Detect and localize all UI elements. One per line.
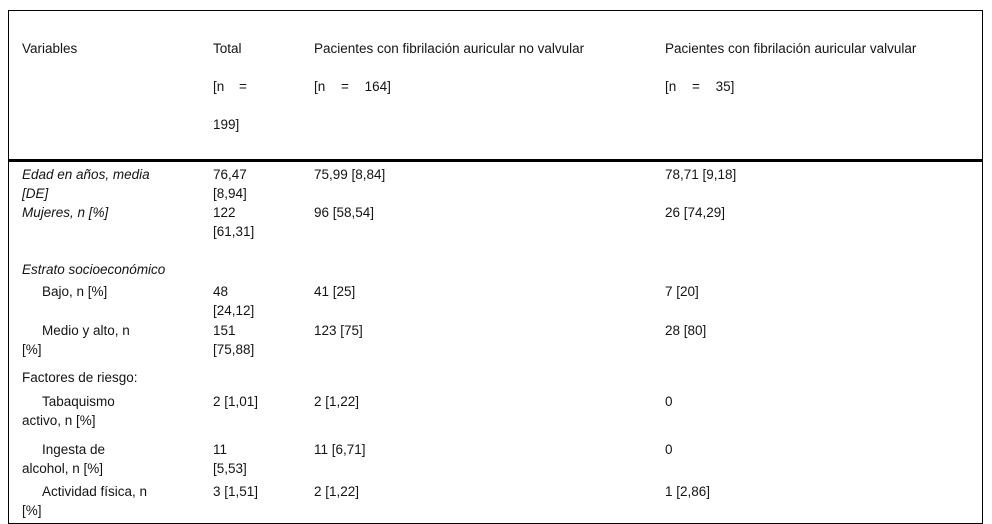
cell-total bbox=[213, 368, 314, 387]
table-row-estrato-header: Estrato socioeconómico bbox=[9, 260, 982, 279]
header-total-n-value: 199] bbox=[213, 117, 240, 132]
cell-valvular bbox=[665, 368, 982, 387]
header-valvular-n: [n = 35] bbox=[665, 79, 735, 94]
cell-no-valvular: 96 [58,54] bbox=[314, 205, 375, 220]
header-total-label: Total bbox=[213, 41, 242, 56]
cell-total: 3 [1,51] bbox=[213, 484, 259, 499]
table-row-bajo: Bajo, n [%] 48 [24,12] 41 [25] 7 [20] bbox=[9, 282, 982, 320]
table-body: Edad en años, media [DE] 76,47 [8,94] 75… bbox=[9, 162, 982, 523]
table-row-tabaquismo: Tabaquismo activo, n [%] 2 [1,01] 2 [1,2… bbox=[9, 392, 982, 430]
cell-no-valvular bbox=[314, 260, 665, 279]
cell-valvular bbox=[665, 260, 982, 279]
cell-total: 151 [75,88] bbox=[213, 323, 255, 357]
cell-no-valvular: 2 [1,22] bbox=[314, 484, 360, 499]
header-total-n-line: [n = bbox=[213, 79, 247, 94]
header-cell-variables: Variables bbox=[9, 20, 213, 153]
header-valvular-label: Pacientes con fibrilación auricular valv… bbox=[665, 41, 917, 56]
cell-variable: Ingesta de alcohol, n [%] bbox=[22, 442, 106, 476]
cell-variable: Edad en años, media [DE] bbox=[22, 167, 150, 201]
table-row-mujeres: Mujeres, n [%] 122 [61,31] 96 [58,54] 26… bbox=[9, 203, 982, 241]
table-row-ingesta: Ingesta de alcohol, n [%] 11 [5,53] 11 [… bbox=[9, 440, 982, 478]
table-row-medio-alto: Medio y alto, n [%] 151 [75,88] 123 [75]… bbox=[9, 321, 982, 359]
cell-variable: Bajo, n [%] bbox=[42, 284, 108, 299]
header-no-valvular-n: [n = 164] bbox=[314, 79, 391, 94]
cell-total: 48 [24,12] bbox=[213, 284, 255, 318]
header-cell-valvular: Pacientes con fibrilación auricular valv… bbox=[665, 20, 982, 153]
cell-valvular: 1 [2,86] bbox=[665, 484, 711, 499]
table-row-factores-header: Factores de riesgo: bbox=[9, 368, 982, 387]
cell-total bbox=[213, 260, 314, 279]
cell-variable: Estrato socioeconómico bbox=[22, 262, 166, 277]
cell-valvular: 26 [74,29] bbox=[665, 205, 726, 220]
cell-total: 11 [5,53] bbox=[213, 442, 247, 476]
table-header-row: Variables Total [n = 199] Pacientes con … bbox=[9, 11, 982, 162]
table-row-actividad: Actividad física, n [%] 3 [1,51] 2 [1,22… bbox=[9, 482, 982, 520]
cell-total: 2 [1,01] bbox=[213, 394, 259, 409]
patient-characteristics-table: Variables Total [n = 199] Pacientes con … bbox=[8, 10, 983, 524]
header-cell-no-valvular: Pacientes con fibrilación auricular no v… bbox=[314, 20, 665, 153]
table-row-edad: Edad en años, media [DE] 76,47 [8,94] 75… bbox=[9, 165, 982, 203]
cell-no-valvular: 2 [1,22] bbox=[314, 394, 360, 409]
cell-valvular: 0 bbox=[665, 442, 673, 457]
header-no-valvular-label: Pacientes con fibrilación auricular no v… bbox=[314, 41, 585, 56]
header-cell-total: Total [n = 199] bbox=[213, 20, 314, 153]
cell-valvular: 28 [80] bbox=[665, 323, 707, 338]
cell-no-valvular: 41 [25] bbox=[314, 284, 356, 299]
cell-variable: Factores de riesgo: bbox=[22, 370, 138, 385]
cell-no-valvular bbox=[314, 368, 665, 387]
cell-total: 76,47 [8,94] bbox=[213, 167, 247, 201]
cell-variable: Actividad física, n [%] bbox=[22, 484, 148, 518]
header-variables-label: Variables bbox=[22, 41, 78, 56]
cell-variable: Mujeres, n [%] bbox=[22, 205, 109, 220]
cell-valvular: 0 bbox=[665, 394, 673, 409]
cell-variable: Tabaquismo activo, n [%] bbox=[22, 394, 115, 428]
cell-valvular: 7 [20] bbox=[665, 284, 699, 299]
cell-no-valvular: 11 [6,71] bbox=[314, 442, 366, 457]
cell-no-valvular: 123 [75] bbox=[314, 323, 363, 338]
cell-valvular: 78,71 [9,18] bbox=[665, 167, 737, 182]
cell-variable: Medio y alto, n [%] bbox=[22, 323, 130, 357]
cell-no-valvular: 75,99 [8,84] bbox=[314, 167, 386, 182]
cell-total: 122 [61,31] bbox=[213, 205, 255, 239]
